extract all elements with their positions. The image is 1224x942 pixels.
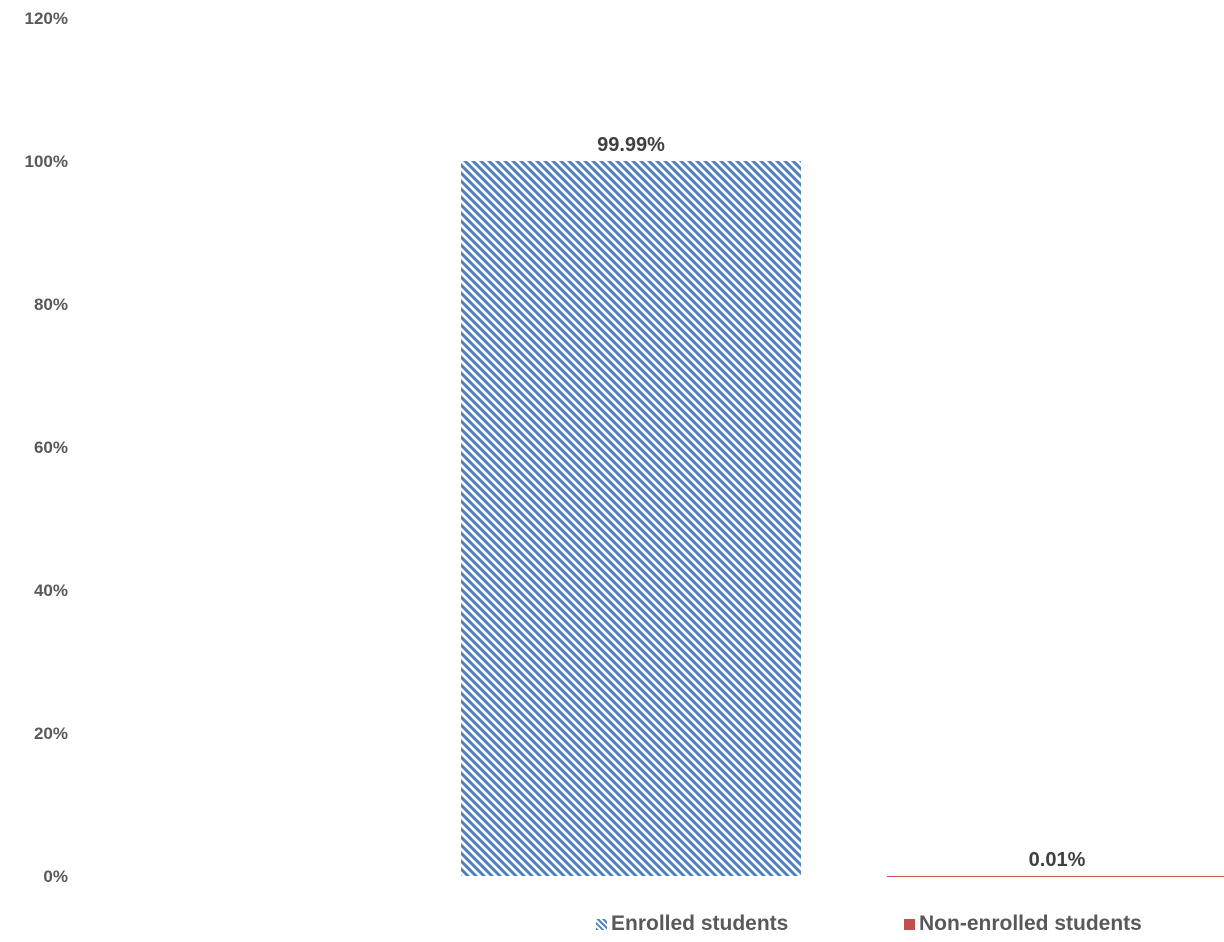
y-tick-label: 120%	[25, 9, 68, 28]
legend-label-enrolled: Enrolled students	[611, 912, 789, 935]
y-tick-label: 60%	[34, 438, 68, 457]
y-tick-label: 20%	[34, 724, 68, 743]
y-tick-label: 100%	[25, 152, 68, 171]
bar-non-enrolled	[887, 875, 1224, 877]
data-label-non-enrolled: 0.01%	[1029, 849, 1086, 871]
legend-item-enrolled: Enrolled students	[596, 912, 788, 936]
legend-swatch-enrolled	[596, 918, 607, 930]
y-tick-label: 80%	[34, 295, 68, 314]
y-tick-label: 40%	[34, 581, 68, 600]
legend-swatch-non-enrolled	[904, 918, 915, 930]
data-label-enrolled: 99.99%	[597, 134, 665, 156]
legend-label-non-enrolled: Non-enrolled students	[919, 912, 1142, 935]
legend-item-non-enrolled: Non-enrolled students	[904, 912, 1142, 936]
bar-chart-svg: 0% 20% 40% 60% 80% 100% 120% 99.99% 0.01%	[25, 9, 1224, 886]
y-tick-label: 0%	[43, 867, 68, 886]
legend: Enrolled students Non-enrolled students	[0, 912, 1224, 942]
bar-enrolled	[461, 161, 801, 876]
